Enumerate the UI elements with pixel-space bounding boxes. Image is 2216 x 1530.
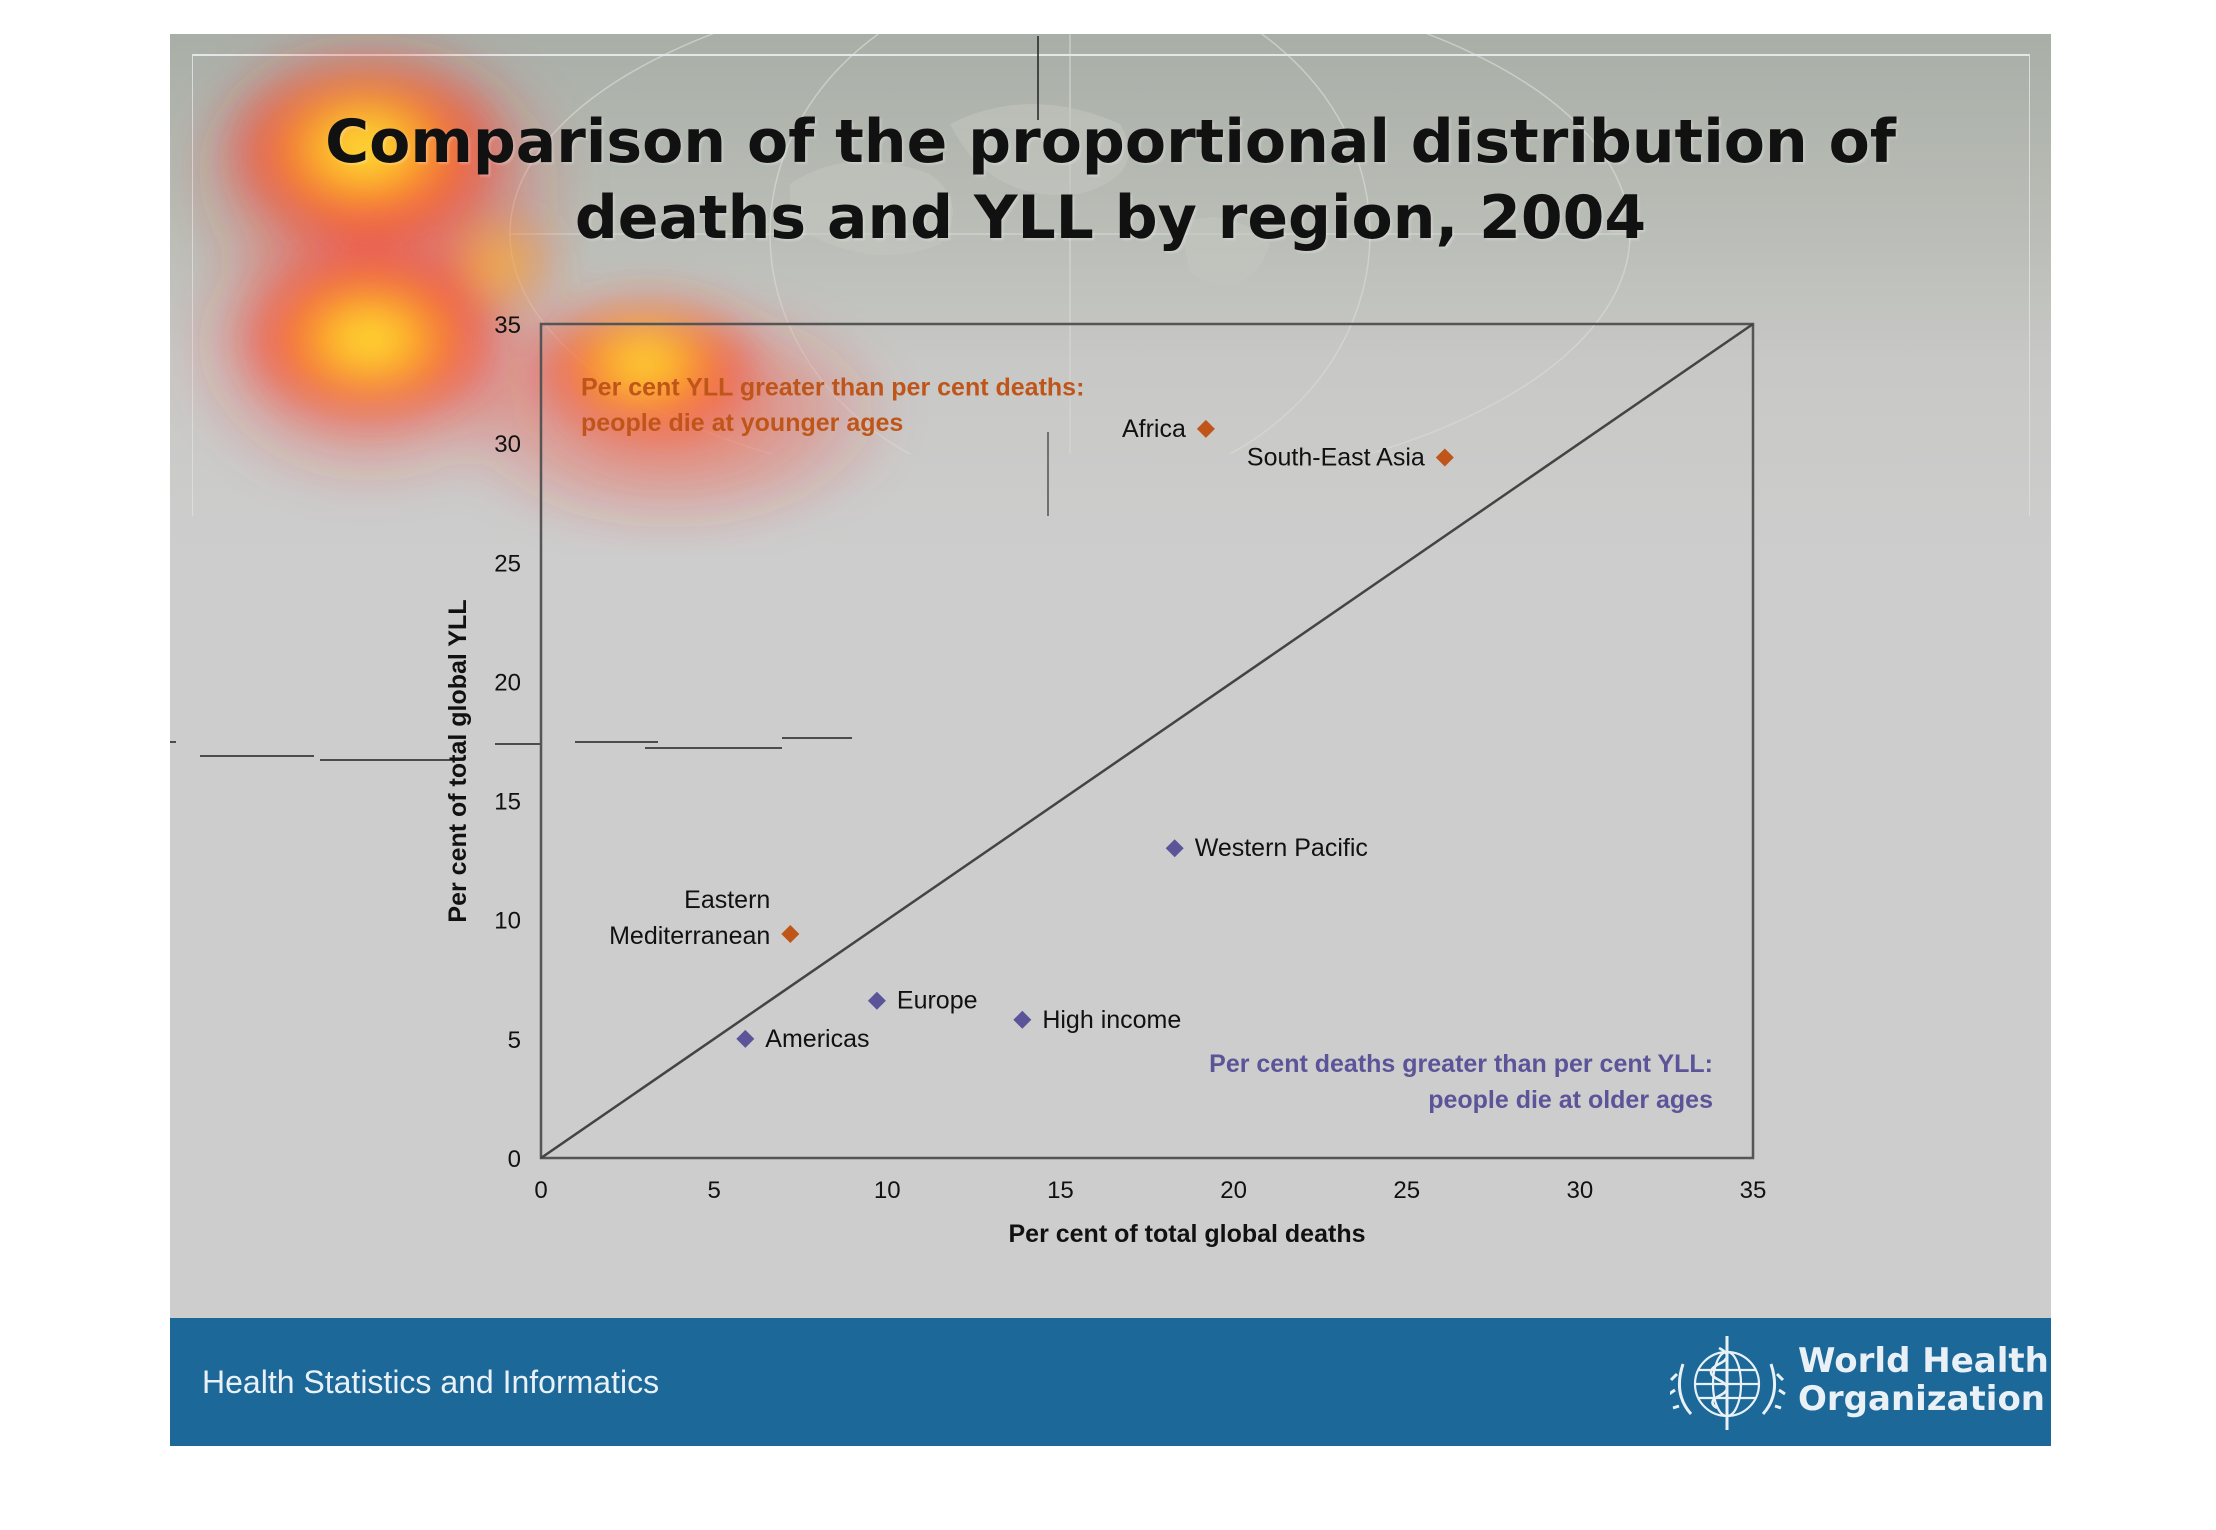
point-label-south-east-asia: South-East Asia <box>1247 443 1425 471</box>
point-label-eastern-mediterranean: Eastern <box>684 886 770 914</box>
x-tick-label: 0 <box>534 1177 547 1204</box>
point-label-eastern-mediterranean: Mediterranean <box>609 922 770 950</box>
plot-area <box>539 322 1755 1160</box>
y-tick-label: 35 <box>494 312 521 339</box>
y-tick-label: 30 <box>494 431 521 458</box>
y-axis-ticks: 0 5 10 15 20 25 30 35 <box>494 312 521 1173</box>
x-tick-label: 15 <box>1047 1177 1074 1204</box>
reference-diagonal-line <box>540 322 1754 1160</box>
organization-name: World Health Organization <box>1798 1342 2049 1418</box>
x-tick-label: 30 <box>1567 1177 1594 1204</box>
x-tick-label: 5 <box>707 1177 720 1204</box>
x-axis-title: Per cent of total global deaths <box>1009 1220 1366 1248</box>
point-western-pacific <box>1165 839 1184 858</box>
point-americas <box>736 1029 755 1048</box>
title-line-2: deaths and YLL by region, 2004 <box>574 183 1647 253</box>
point-label-high-income: High income <box>1042 1006 1181 1034</box>
y-tick-label: 0 <box>508 1146 521 1173</box>
point-label-western-pacific: Western Pacific <box>1195 834 1368 862</box>
footer-bar: Health Statistics and Informatics World … <box>170 1318 2051 1446</box>
point-eastern-mediterranean <box>781 925 800 944</box>
y-tick-label: 10 <box>494 908 521 935</box>
annotation-above-line-1: Per cent YLL greater than per cent death… <box>581 373 1084 401</box>
y-tick-label: 20 <box>494 669 521 696</box>
title-line-1: Comparison of the proportional distribut… <box>325 107 1896 177</box>
point-south-east-asia <box>1435 448 1454 467</box>
footer-department-text: Health Statistics and Informatics <box>202 1364 660 1400</box>
y-axis-title: Per cent of total global YLL <box>444 599 472 922</box>
point-europe <box>867 991 886 1010</box>
decor-hlines <box>170 737 852 761</box>
x-tick-label: 10 <box>874 1177 901 1204</box>
scatter-chart: 0 5 10 15 20 25 30 35 0 5 10 15 20 25 30 35 Per cent o… <box>170 36 1766 1248</box>
x-tick-label: 25 <box>1393 1177 1420 1204</box>
annotation-below-line-1: Per cent deaths greater than per cent YL… <box>1209 1050 1713 1078</box>
point-label-africa: Africa <box>1122 415 1186 443</box>
who-emblem-icon <box>1670 1336 1786 1430</box>
slide: Comparison of the proportional distribut… <box>170 34 2051 1446</box>
point-high-income <box>1013 1010 1032 1029</box>
world-map-background <box>509 34 1631 454</box>
annotation-below-line-2: people die at older ages <box>1428 1086 1713 1114</box>
x-tick-label: 20 <box>1220 1177 1247 1204</box>
organization-name-line-1: World Health <box>1798 1341 2049 1381</box>
y-tick-label: 25 <box>494 550 521 577</box>
annotation-above-line-2: people die at younger ages <box>581 409 903 437</box>
organization-name-line-2: Organization <box>1798 1379 2046 1419</box>
point-africa <box>1196 419 1215 438</box>
y-tick-label: 15 <box>494 789 521 816</box>
point-label-americas: Americas <box>765 1025 869 1053</box>
y-tick-label: 5 <box>508 1027 521 1054</box>
x-tick-label: 35 <box>1740 1177 1767 1204</box>
data-points: Africa South-East Asia Eastern Mediterranea… <box>609 415 1454 1053</box>
point-label-europe: Europe <box>897 987 978 1015</box>
x-axis-ticks: 0 5 10 15 20 25 30 35 <box>534 1177 1766 1204</box>
slide-title: Comparison of the proportional distribut… <box>170 104 2051 256</box>
